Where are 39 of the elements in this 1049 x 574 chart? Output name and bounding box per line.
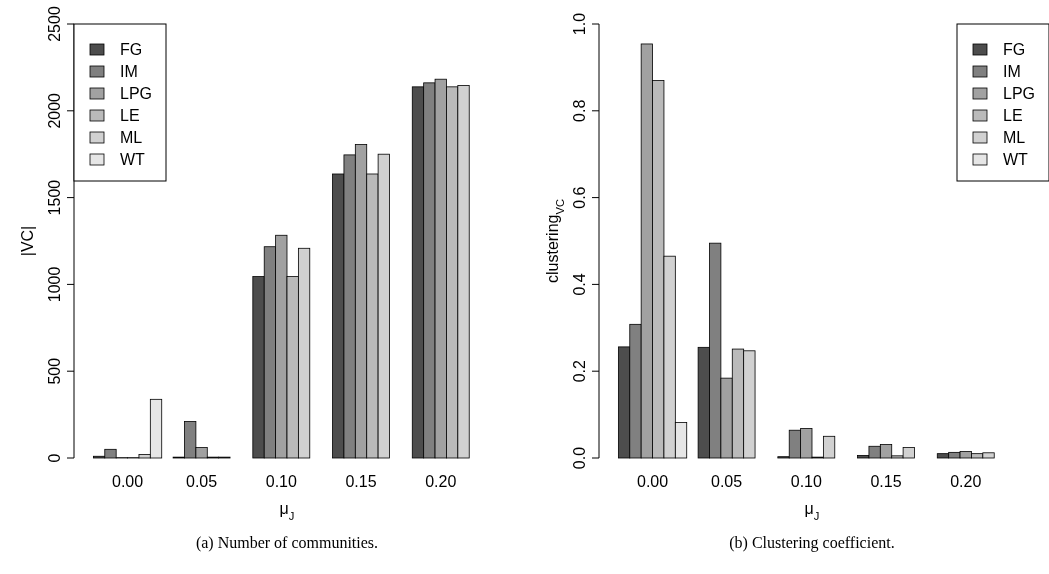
legend-label: ML bbox=[120, 129, 143, 146]
x-tick-label: 0.10 bbox=[265, 473, 297, 490]
y-tick-label: 2000 bbox=[46, 92, 63, 129]
legend-label: LPG bbox=[1003, 85, 1036, 102]
x-tick-label: 0.05 bbox=[711, 473, 743, 490]
x-tick-label: 0.10 bbox=[790, 473, 822, 490]
x-tick-label: 0.20 bbox=[950, 473, 982, 490]
y-tick-label: 0 bbox=[46, 453, 63, 463]
x-tick-label: 0.00 bbox=[636, 473, 669, 490]
x-tick-label: 0.00 bbox=[111, 473, 144, 490]
legend-label: FG bbox=[120, 41, 143, 58]
y-tick-label: 1000 bbox=[46, 266, 63, 303]
y-tick-label: 1500 bbox=[46, 179, 63, 216]
y-tick-label: 1.0 bbox=[571, 12, 588, 36]
x-tick-label: 0.15 bbox=[345, 473, 377, 490]
legend-label: IM bbox=[120, 63, 138, 80]
text: (a) Number of communities. bbox=[195, 534, 379, 552]
y-axis-title: |VC| bbox=[19, 225, 36, 257]
y-tick-label: 0.2 bbox=[571, 359, 588, 383]
legend-label: LPG bbox=[120, 85, 153, 102]
legend-label: FG bbox=[1003, 41, 1026, 58]
text: (b) Clustering coefficient. bbox=[729, 534, 895, 552]
legend-label: LE bbox=[120, 107, 140, 124]
y-tick-label: 2500 bbox=[46, 6, 63, 42]
y-tick-label: 0.0 bbox=[571, 446, 588, 470]
x-axis-title: μ$_{J}$ bbox=[804, 500, 820, 522]
legend-label: IM bbox=[1003, 63, 1021, 80]
y-tick-label: 0.8 bbox=[571, 99, 588, 122]
y-tick-label: 0.4 bbox=[571, 273, 588, 296]
x-tick-label: 0.15 bbox=[870, 473, 902, 490]
x-tick-label: 0.05 bbox=[186, 473, 218, 490]
y-tick-label: 0.6 bbox=[571, 186, 588, 209]
y-tick-label: 500 bbox=[46, 357, 63, 385]
x-axis-title: μ$_{J}$ bbox=[279, 500, 295, 522]
legend-label: WT bbox=[1003, 151, 1029, 168]
legend-label: WT bbox=[120, 151, 146, 168]
x-tick-label: 0.20 bbox=[425, 473, 457, 490]
legend-label: ML bbox=[1003, 129, 1026, 146]
legend-label: LE bbox=[1003, 107, 1023, 124]
